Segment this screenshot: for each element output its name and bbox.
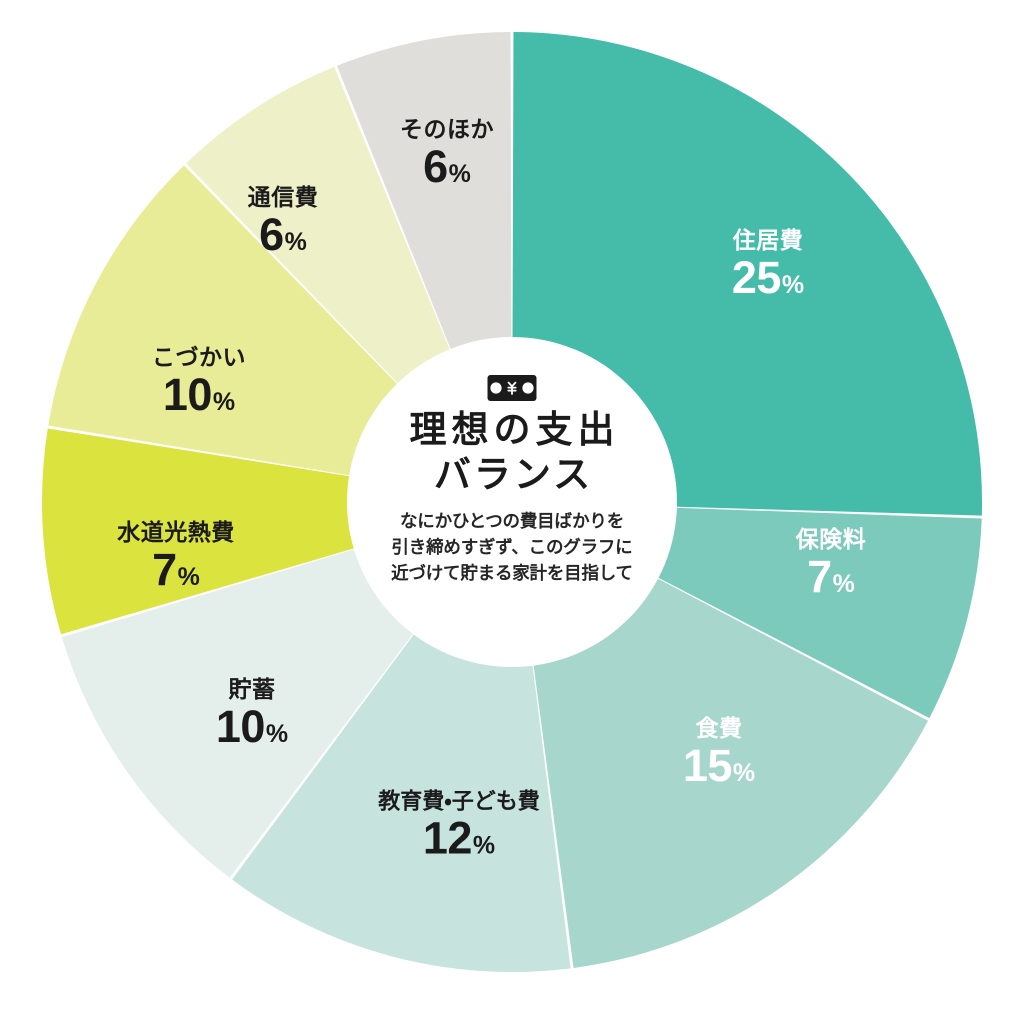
chart-subtitle-line-3: 近づけて貯まる家計を目指して — [391, 562, 633, 583]
donut-slice[interactable] — [41, 428, 512, 635]
chart-title-line-2: バランス — [433, 453, 594, 495]
chart-subtitle-line-2: 引き締めすぎず、このグラフに — [391, 536, 633, 557]
chart-subtitle-line-1: なにかひとつの費目ばかりを — [399, 510, 625, 531]
chart-center-hub: 理想の支出 バランス なにかひとつの費目ばかりを 引き締めすぎず、このグラフに … — [347, 337, 677, 667]
chart-subtitle: なにかひとつの費目ばかりを 引き締めすぎず、このグラフに 近づけて貯まる家計を目… — [391, 509, 633, 587]
chart-title-line-1: 理想の支出 — [409, 409, 620, 450]
banknote-icon — [487, 375, 537, 401]
